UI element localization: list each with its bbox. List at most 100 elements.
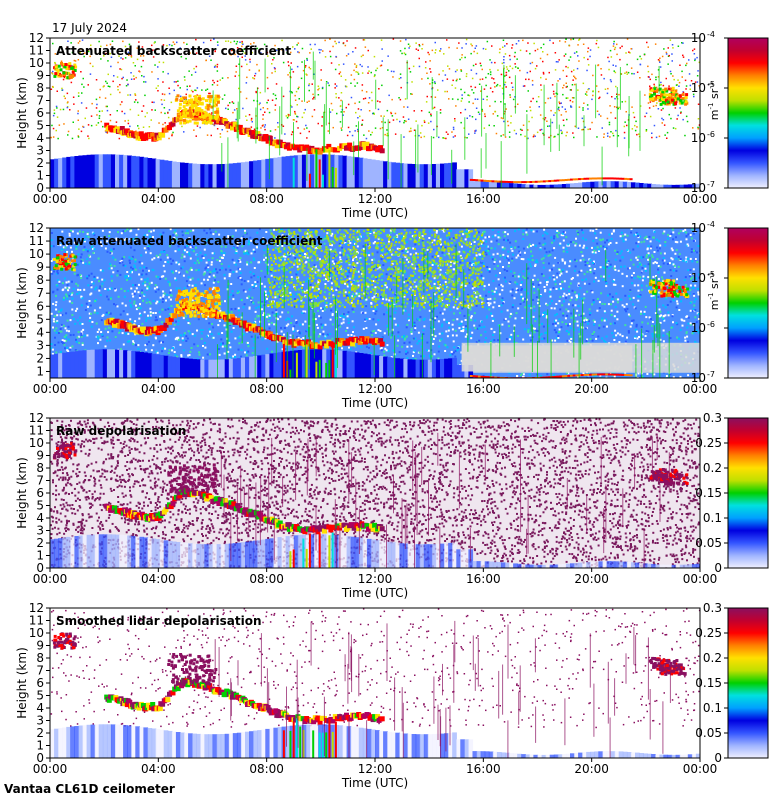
- colorbar-tick-exponent: -4: [707, 30, 715, 39]
- x-tick-label: 00:00: [683, 572, 718, 586]
- y-tick-label: 8: [36, 273, 44, 287]
- panel-2: Raw attenuated backscatter coefficient12…: [15, 220, 768, 410]
- x-tick-label: 16:00: [466, 382, 501, 396]
- date-label: 17 July 2024: [52, 21, 127, 35]
- y-tick-label: 4: [36, 131, 44, 145]
- x-tick-label: 08:00: [249, 572, 284, 586]
- y-tick-label: 2: [36, 536, 44, 550]
- y-tick-label: 3: [36, 338, 44, 352]
- x-tick-label: 00:00: [683, 762, 718, 776]
- panel-4: Smoothed lidar depolarisation01234567891…: [15, 601, 768, 790]
- y-tick-label: 10: [29, 436, 44, 450]
- y-tick-label: 6: [36, 299, 44, 313]
- y-tick-label: 1: [36, 169, 44, 183]
- colorbar-tick-label: 10: [691, 271, 706, 285]
- y-tick-label: 7: [36, 474, 44, 488]
- x-tick-label: 04:00: [141, 382, 176, 396]
- colorbar-tick-label: 0: [714, 751, 722, 765]
- colorbar-tick-label: 10: [691, 31, 706, 45]
- x-axis-label: Time (UTC): [341, 776, 408, 790]
- y-tick-label: 9: [36, 639, 44, 653]
- x-tick-label: 20:00: [574, 192, 609, 206]
- y-tick-label: 12: [29, 601, 44, 615]
- y-tick-label: 11: [29, 234, 44, 248]
- panel-title: Raw depolarisation: [56, 424, 186, 438]
- y-axis-label: Height (km): [15, 457, 29, 528]
- y-tick-label: 4: [36, 325, 44, 339]
- y-tick-label: 10: [29, 247, 44, 261]
- x-tick-label: 08:00: [249, 192, 284, 206]
- x-tick-label: 00:00: [33, 572, 68, 586]
- footer-label: Vantaa CL61D ceilometer: [4, 782, 175, 796]
- colorbar: 10-410-510-610-7m-1 sr-1: [691, 30, 768, 195]
- panel-title: Smoothed lidar depolarisation: [56, 614, 262, 628]
- y-tick-label: 2: [36, 156, 44, 170]
- panel-title: Raw attenuated backscatter coefficient: [56, 234, 323, 248]
- y-tick-label: 7: [36, 286, 44, 300]
- y-tick-label: 1: [36, 739, 44, 753]
- colorbar-tick-label: 0.25: [695, 626, 722, 640]
- x-axis-label: Time (UTC): [341, 586, 408, 600]
- x-tick-label: 20:00: [574, 762, 609, 776]
- colorbar-tick-label: 0.2: [703, 461, 722, 475]
- x-tick-label: 08:00: [249, 762, 284, 776]
- y-tick-label: 8: [36, 81, 44, 95]
- y-tick-label: 1: [36, 549, 44, 563]
- y-axis-label: Height (km): [15, 267, 29, 338]
- colorbar-tick-exponent: -7: [707, 370, 715, 379]
- x-tick-label: 00:00: [33, 762, 68, 776]
- heatmap-area: [50, 38, 705, 195]
- y-tick-label: 5: [36, 312, 44, 326]
- colorbar-tick-label: 0.25: [695, 436, 722, 450]
- y-tick-label: 5: [36, 689, 44, 703]
- x-tick-label: 16:00: [466, 192, 501, 206]
- y-tick-label: 3: [36, 524, 44, 538]
- colorbar: 10-410-510-610-7m-1 sr-1: [691, 220, 768, 385]
- x-tick-label: 00:00: [33, 382, 68, 396]
- colorbar-unit: m-1 sr-1: [707, 82, 721, 120]
- y-tick-label: 2: [36, 351, 44, 365]
- colorbar: 0.30.250.20.150.10.050: [695, 601, 768, 765]
- panels: Attenuated backscatter coefficient012345…: [15, 30, 768, 790]
- y-tick-label: 11: [29, 44, 44, 58]
- colorbar-tick-label: 0.3: [703, 411, 722, 425]
- colorbar-tick-label: 10: [691, 321, 706, 335]
- y-tick-label: 4: [36, 511, 44, 525]
- heatmap-area: [50, 608, 705, 783]
- colorbar: 0.30.250.20.150.10.050: [695, 411, 768, 575]
- colorbar-tick-label: 0.05: [695, 726, 722, 740]
- y-tick-label: 9: [36, 69, 44, 83]
- y-axis-label: Height (km): [15, 77, 29, 148]
- colorbar-tick-label: 10: [691, 81, 706, 95]
- colorbar-tick-label: 10: [691, 371, 706, 385]
- y-tick-label: 3: [36, 144, 44, 158]
- y-tick-label: 7: [36, 94, 44, 108]
- y-tick-label: 5: [36, 499, 44, 513]
- x-tick-label: 12:00: [358, 192, 393, 206]
- y-tick-label: 8: [36, 651, 44, 665]
- panel-title: Attenuated backscatter coefficient: [56, 44, 291, 58]
- x-tick-label: 04:00: [141, 762, 176, 776]
- x-tick-label: 16:00: [466, 762, 501, 776]
- x-tick-label: 00:00: [33, 192, 68, 206]
- x-tick-label: 08:00: [249, 382, 284, 396]
- colorbar-tick-exponent: -7: [707, 180, 715, 189]
- colorbar-tick-label: 10: [691, 131, 706, 145]
- y-axis-label: Height (km): [15, 647, 29, 718]
- colorbar-tick-label: 0.15: [695, 486, 722, 500]
- colorbar-tick-exponent: -6: [707, 130, 715, 139]
- y-tick-label: 10: [29, 56, 44, 70]
- x-axis-label: Time (UTC): [341, 396, 408, 410]
- y-tick-label: 10: [29, 626, 44, 640]
- x-tick-label: 12:00: [358, 762, 393, 776]
- y-tick-label: 9: [36, 260, 44, 274]
- colorbar-tick-label: 0.05: [695, 536, 722, 550]
- x-tick-label: 20:00: [574, 572, 609, 586]
- y-tick-label: 6: [36, 106, 44, 120]
- y-tick-label: 4: [36, 701, 44, 715]
- y-tick-label: 2: [36, 726, 44, 740]
- y-tick-label: 11: [29, 614, 44, 628]
- colorbar-tick-label: 0.1: [703, 511, 722, 525]
